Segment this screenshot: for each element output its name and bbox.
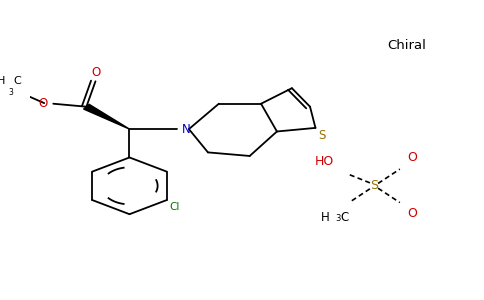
Text: H: H <box>321 211 330 224</box>
Text: 3: 3 <box>8 88 13 97</box>
Text: O: O <box>407 151 417 164</box>
Text: O: O <box>407 207 417 220</box>
Text: Cl: Cl <box>169 202 180 212</box>
Text: C: C <box>14 76 21 86</box>
Text: O: O <box>39 97 48 110</box>
Text: H: H <box>0 76 5 86</box>
Text: 3: 3 <box>335 214 340 223</box>
Text: Chiral: Chiral <box>387 39 425 52</box>
Text: S: S <box>318 129 326 142</box>
Text: C: C <box>340 211 348 224</box>
Text: O: O <box>92 66 101 79</box>
Polygon shape <box>84 104 130 129</box>
Text: N: N <box>182 123 190 136</box>
Text: HO: HO <box>315 155 334 168</box>
Text: S: S <box>370 179 378 192</box>
